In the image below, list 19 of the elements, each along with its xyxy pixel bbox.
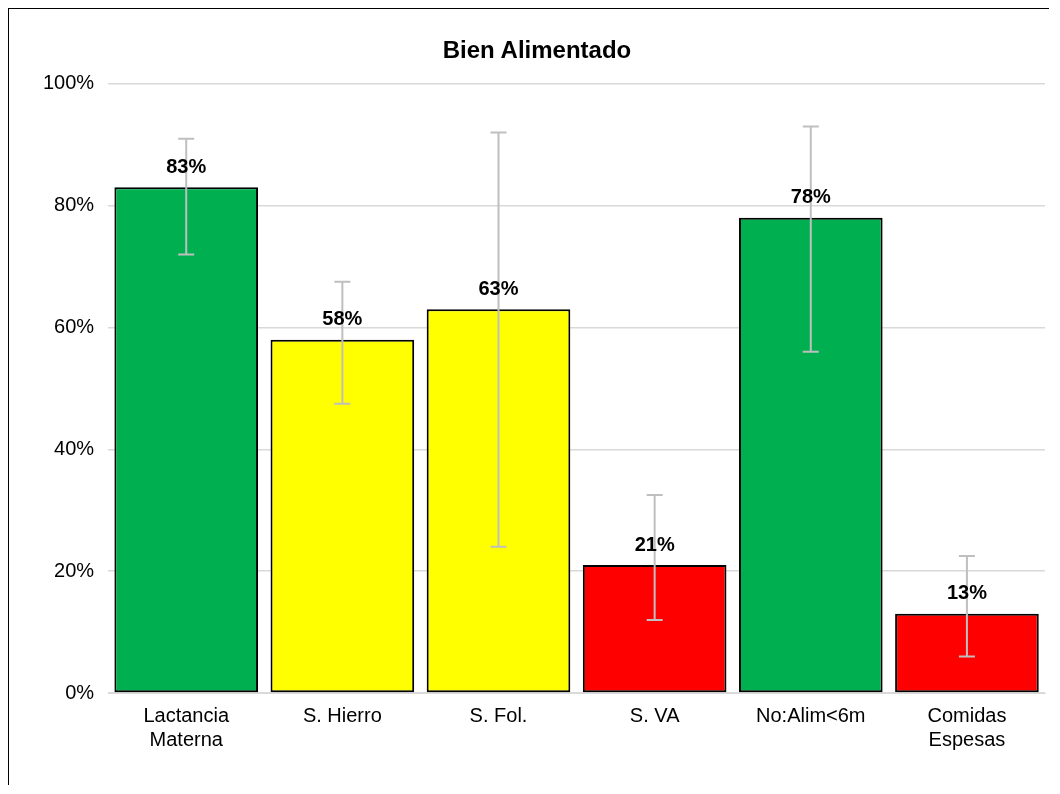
chart-title: Bien Alimentado	[442, 36, 632, 64]
x-tick-label: No:Alim<6m	[756, 703, 866, 726]
data-label: 63%	[478, 276, 519, 299]
x-tick-label: Lactancia Materna	[143, 703, 230, 750]
x-tick-label: S. VA	[629, 703, 681, 726]
x-tick-label: S. Fol.	[469, 703, 528, 726]
data-label: 83%	[166, 154, 207, 177]
y-tick-label: 0%	[65, 680, 95, 703]
data-label: 78%	[790, 185, 832, 208]
y-tick-label: 40%	[54, 436, 95, 459]
data-label: 58%	[322, 307, 363, 330]
y-tick-label: 80%	[54, 193, 95, 216]
y-tick-label: 100%	[43, 71, 95, 94]
y-tick-label: 60%	[54, 315, 95, 337]
y-tick-label: 20%	[54, 558, 95, 581]
data-label: 13%	[946, 581, 988, 604]
data-label: 21%	[634, 532, 675, 555]
x-tick-label: S. Hierro	[302, 703, 382, 726]
x-tick-label: Comidas Espesas	[927, 703, 1007, 750]
